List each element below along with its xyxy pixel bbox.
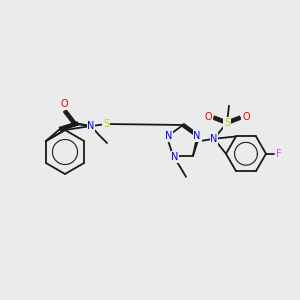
Text: N: N xyxy=(165,131,172,141)
Text: O: O xyxy=(60,99,68,109)
Text: N: N xyxy=(210,134,218,144)
Text: N: N xyxy=(87,121,95,131)
Text: O: O xyxy=(242,112,250,122)
Text: N: N xyxy=(171,152,179,162)
Text: S: S xyxy=(224,118,230,128)
Text: O: O xyxy=(204,112,212,122)
Text: F: F xyxy=(276,149,282,159)
Text: S: S xyxy=(103,119,109,129)
Text: N: N xyxy=(194,131,201,141)
